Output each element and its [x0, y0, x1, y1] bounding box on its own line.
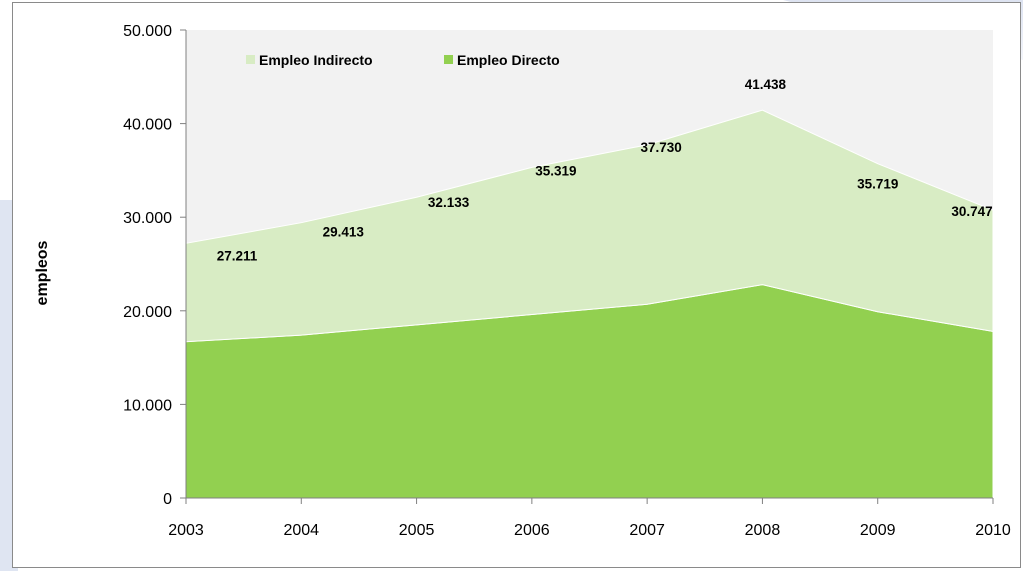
legend-swatch [246, 55, 255, 64]
data-label: 27.211 [217, 248, 258, 263]
y-axis-title: empleos [34, 240, 51, 305]
area-series-empleo-indirecto [185, 109, 994, 343]
data-label: 37.730 [640, 140, 681, 155]
data-label: 32.133 [428, 195, 470, 210]
y-tick-label: 10.000 [123, 397, 172, 414]
y-tick-label: 30.000 [123, 210, 172, 227]
y-tick-label: 50.000 [123, 23, 172, 40]
data-label: 29.413 [323, 225, 365, 240]
x-tick-label: 2004 [283, 522, 319, 539]
x-tick-label: 2005 [399, 522, 435, 539]
data-label: 41.438 [745, 77, 787, 92]
x-tick-label: 2008 [745, 522, 781, 539]
data-label: 30.747 [951, 204, 992, 219]
y-tick-label: 20.000 [123, 304, 172, 321]
legend-label: Empleo Directo [457, 52, 560, 68]
legend-label: Empleo Indirecto [259, 52, 373, 68]
legend-swatch [444, 55, 453, 64]
data-label: 35.319 [535, 163, 576, 178]
x-tick-label: 2003 [168, 522, 204, 539]
data-label: 35.719 [857, 177, 898, 192]
y-tick-label: 40.000 [123, 117, 172, 134]
y-tick-label: 0 [163, 491, 172, 508]
x-tick-label: 2006 [514, 522, 550, 539]
x-tick-label: 2007 [629, 522, 665, 539]
x-tick-label: 2010 [975, 522, 1011, 539]
x-tick-label: 2009 [860, 522, 896, 539]
